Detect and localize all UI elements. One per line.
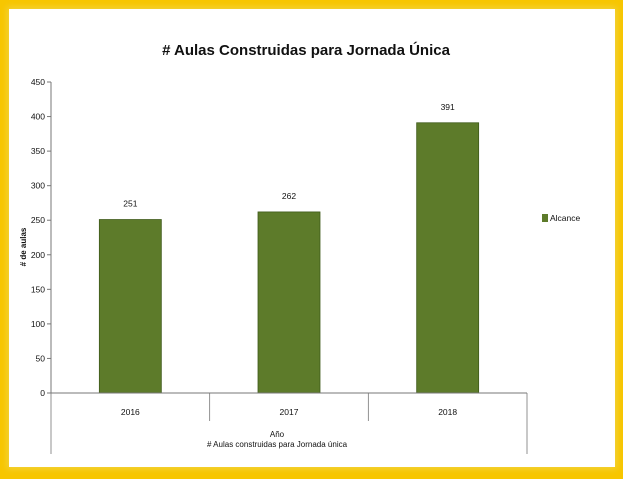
data-label-2017: 262 xyxy=(282,191,296,201)
y-tick-label: 250 xyxy=(31,215,45,225)
y-tick-label: 450 xyxy=(31,77,45,87)
x-tick-label: 2018 xyxy=(438,407,457,417)
chart-frame: # Aulas Construidas para Jornada Única #… xyxy=(9,9,615,467)
bar-series: 251 262 391 xyxy=(98,102,480,394)
y-tick-label: 100 xyxy=(31,319,45,329)
bar-chart: # Aulas Construidas para Jornada Única #… xyxy=(19,41,581,454)
bar-2016 xyxy=(98,219,162,394)
y-tick-label: 50 xyxy=(36,353,46,363)
bar-2017 xyxy=(257,211,321,394)
x-axis-subtitle: # Aulas construidas para Jornada única xyxy=(207,440,348,449)
y-tick-label: 350 xyxy=(31,146,45,156)
y-tick-label: 0 xyxy=(40,388,45,398)
x-axis: 2016 2017 2018 xyxy=(50,392,528,454)
legend-swatch-alcance xyxy=(542,214,548,222)
x-tick-label: 2016 xyxy=(121,407,140,417)
x-tick-label: 2017 xyxy=(280,407,299,417)
y-axis-label: # de aulas xyxy=(19,227,28,266)
y-tick-label: 150 xyxy=(31,284,45,294)
data-label-2016: 251 xyxy=(123,199,137,209)
y-tick-label: 400 xyxy=(31,112,45,122)
y-tick-label: 200 xyxy=(31,250,45,260)
legend-label-alcance: Alcance xyxy=(550,213,581,223)
y-tick-label: 300 xyxy=(31,181,45,191)
y-axis-ticks: 0 50 100 150 200 250 300 350 400 450 xyxy=(31,77,52,398)
bar-2018 xyxy=(416,122,480,394)
x-axis-label: Año xyxy=(270,430,285,439)
legend: Alcance xyxy=(542,213,581,223)
chart-title: # Aulas Construidas para Jornada Única xyxy=(162,41,451,59)
data-label-2018: 391 xyxy=(441,102,455,112)
